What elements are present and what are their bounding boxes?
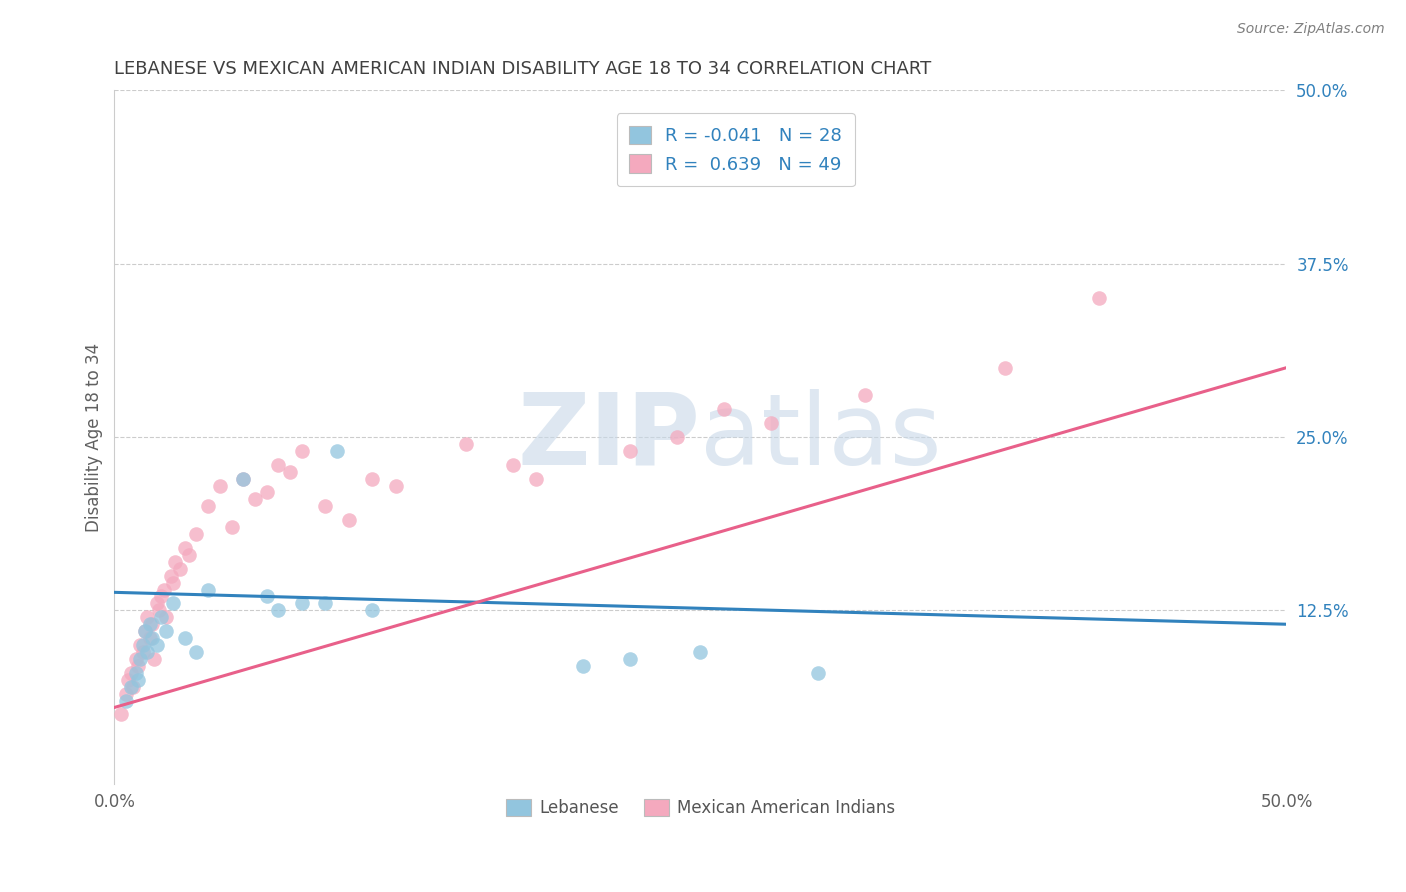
Point bbox=[619, 652, 641, 666]
Point bbox=[291, 443, 314, 458]
Point bbox=[159, 568, 181, 582]
Point bbox=[152, 582, 174, 597]
Text: LEBANESE VS MEXICAN AMERICAN INDIAN DISABILITY AGE 18 TO 34 CORRELATION CHART: LEBANESE VS MEXICAN AMERICAN INDIAN DISA… bbox=[114, 60, 932, 78]
Point bbox=[131, 645, 153, 659]
Point bbox=[131, 638, 153, 652]
Point bbox=[807, 665, 830, 680]
Point bbox=[384, 478, 406, 492]
Point bbox=[454, 437, 477, 451]
Point bbox=[689, 645, 711, 659]
Point bbox=[853, 388, 876, 402]
Point bbox=[326, 443, 349, 458]
Point bbox=[117, 673, 139, 687]
Point bbox=[267, 603, 290, 617]
Point bbox=[145, 638, 167, 652]
Point bbox=[337, 513, 360, 527]
Point bbox=[502, 458, 524, 472]
Point bbox=[186, 645, 208, 659]
Point bbox=[145, 596, 167, 610]
Point bbox=[1088, 291, 1111, 305]
Point bbox=[994, 360, 1017, 375]
Point bbox=[127, 658, 149, 673]
Point bbox=[572, 658, 595, 673]
Point bbox=[278, 465, 301, 479]
Point bbox=[124, 652, 146, 666]
Point bbox=[122, 680, 145, 694]
Point bbox=[134, 624, 156, 639]
Point bbox=[197, 500, 219, 514]
Point bbox=[256, 590, 278, 604]
Point bbox=[713, 402, 735, 417]
Point bbox=[120, 665, 142, 680]
Point bbox=[115, 693, 138, 707]
Point bbox=[169, 562, 191, 576]
Point bbox=[666, 430, 689, 444]
Text: ZIP: ZIP bbox=[517, 389, 700, 485]
Point bbox=[173, 541, 195, 555]
Point bbox=[197, 582, 219, 597]
Point bbox=[115, 687, 138, 701]
Point bbox=[256, 485, 278, 500]
Point bbox=[110, 707, 132, 722]
Point bbox=[221, 520, 243, 534]
Point bbox=[134, 624, 156, 639]
Point bbox=[127, 673, 149, 687]
Point bbox=[524, 472, 547, 486]
Point bbox=[155, 610, 177, 624]
Point bbox=[162, 575, 184, 590]
Text: atlas: atlas bbox=[700, 389, 942, 485]
Point bbox=[314, 500, 336, 514]
Point bbox=[148, 603, 170, 617]
Point bbox=[150, 590, 173, 604]
Point bbox=[138, 617, 160, 632]
Point bbox=[141, 631, 163, 645]
Point bbox=[314, 596, 336, 610]
Point bbox=[243, 492, 266, 507]
Point bbox=[141, 617, 163, 632]
Point bbox=[179, 548, 201, 562]
Point bbox=[143, 652, 166, 666]
Point bbox=[186, 527, 208, 541]
Point bbox=[165, 555, 187, 569]
Point bbox=[138, 631, 160, 645]
Point bbox=[759, 416, 782, 430]
Point bbox=[267, 458, 290, 472]
Y-axis label: Disability Age 18 to 34: Disability Age 18 to 34 bbox=[86, 343, 103, 532]
Point bbox=[173, 631, 195, 645]
Point bbox=[136, 645, 159, 659]
Point bbox=[619, 443, 641, 458]
Legend: Lebanese, Mexican American Indians: Lebanese, Mexican American Indians bbox=[499, 792, 901, 824]
Point bbox=[291, 596, 314, 610]
Point bbox=[162, 596, 184, 610]
Point bbox=[232, 472, 254, 486]
Point bbox=[120, 680, 142, 694]
Point bbox=[232, 472, 254, 486]
Point bbox=[129, 652, 152, 666]
Text: Source: ZipAtlas.com: Source: ZipAtlas.com bbox=[1237, 22, 1385, 37]
Point bbox=[208, 478, 231, 492]
Point bbox=[361, 472, 384, 486]
Point bbox=[129, 638, 152, 652]
Point bbox=[361, 603, 384, 617]
Point bbox=[136, 610, 159, 624]
Point bbox=[124, 665, 146, 680]
Point bbox=[155, 624, 177, 639]
Point bbox=[150, 610, 173, 624]
